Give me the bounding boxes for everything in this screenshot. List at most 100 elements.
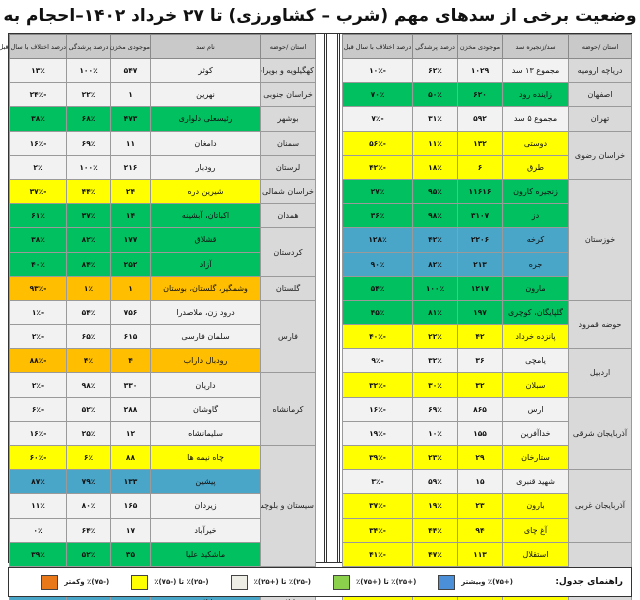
header-fill: درصد پرشدگی	[66, 34, 111, 59]
dam-name-cell: مارون	[502, 275, 569, 301]
province-cell: خراسان جنوبی	[260, 82, 316, 108]
table-row: حوضه قمرود گلپایگان، کوچری ۱۹۷ ۸۱٪ ۴۵٪	[342, 299, 632, 350]
right-dams-table: استان /حوضه سد/زنجیره سد موجودی مخزن درص…	[342, 34, 632, 600]
table-row: همدان اکباتان، آبشینه ۱۴ ۳۷٪ ۶۱٪	[9, 203, 316, 229]
legend-item-orange: (-۷۵)٪ وکمتر	[41, 574, 110, 590]
province-cell: اصفهان	[568, 82, 632, 108]
province-cell: کردستان	[260, 227, 316, 277]
province-cell: خراسان شمالی	[260, 178, 316, 205]
legend-item-yellow: (-۲۵)٪ تا (-۷۵)٪	[131, 574, 209, 590]
table-row: آذربایجان غربی شهید قنبری ۱۵ ۵۹٪ -۳٪	[342, 469, 632, 543]
fill-percent-cell: ۴۴٪	[412, 517, 458, 543]
fill-percent-cell: ۲۵٪	[66, 420, 111, 447]
dam-name-cell: چاه نیمه ها	[150, 444, 261, 471]
province-cell: آذربایجان شرقی	[568, 396, 632, 471]
fill-percent-cell: ۵۹٪	[412, 469, 458, 495]
fill-percent-cell: ۵۲٪	[66, 396, 111, 422]
province-cell: تهران	[568, 106, 632, 132]
province-cell: گلستان	[260, 275, 316, 301]
legend-label: (-۷۵)٪ وکمتر	[64, 578, 110, 586]
dam-name-cell: آزاد	[150, 251, 261, 277]
diff-percent-cell: -۳۴٪	[342, 517, 413, 543]
fill-percent-cell: ۱۸٪	[412, 154, 458, 180]
dam-name-cell: جره	[502, 251, 569, 277]
storage-cell: ۱۲	[110, 420, 151, 447]
table-row: لرستان رودبار ۲۱۶ ۱۰۰٪ ۲٪	[9, 154, 316, 180]
legend-label: (+۲۵)٪ تا (+۷۵)٪	[355, 578, 417, 586]
dam-name-cell: گاوشان	[150, 396, 261, 422]
fill-percent-cell: ۱۹٪	[412, 493, 458, 519]
diff-percent-cell: -۴۰٪	[342, 324, 413, 350]
fill-percent-cell: ۴۷٪	[412, 541, 458, 567]
fill-percent-cell: ۴۲٪	[412, 227, 458, 253]
table-row: مارون ۱۲۱۷ ۱۰۰٪ ۵۴٪	[342, 275, 632, 301]
header-diff: درصد اختلاف با سال قبل	[0, 34, 67, 59]
fill-percent-cell: ۴٪	[66, 348, 111, 374]
dam-name-cell: استقلال	[502, 541, 569, 567]
storage-cell: ۲۹	[457, 444, 503, 471]
dam-name-cell: شهید قنبری	[502, 469, 569, 495]
legend-label: (+۷۵)٪ وبیشتر	[461, 578, 513, 586]
diff-percent-cell: -۲۴٪	[9, 82, 67, 108]
province-cell: اردبیل	[568, 348, 632, 398]
dam-name-cell: پیشین	[150, 469, 261, 495]
diff-percent-cell: -۲٪	[9, 324, 67, 350]
diff-percent-cell: ۱۳٪	[9, 57, 67, 84]
table-row: تهران مجموع ۵ سد ۵۹۲ ۳۱٪ -۷٪	[342, 106, 632, 132]
storage-cell: ۸۸	[110, 444, 151, 471]
dam-name-cell: زاینده رود	[502, 82, 569, 108]
table-row: اردبیل یامچی ۳۶ ۳۲٪ -۹٪	[342, 348, 632, 398]
table-row: سبلان ۳۲ ۳۰٪ -۳۲٪	[342, 372, 632, 398]
dam-name-cell: رودبال داراب	[150, 348, 261, 374]
header-storage: موجودی مخزن	[457, 34, 503, 59]
table-row: پیشین ۱۳۳ ۷۹٪ ۸۷٪	[9, 469, 316, 495]
dam-name-cell: مجموع ۱۳ سد	[502, 57, 569, 84]
legend-item-gray: (-۲۵)٪ تا (+۲۵)٪	[230, 574, 311, 590]
dam-name-cell: سلمان فارسی	[150, 324, 261, 350]
legend-swatch-yellow	[131, 574, 149, 590]
diff-percent-cell: -۷٪	[342, 106, 413, 132]
storage-cell: ۳۱۰۷	[457, 203, 503, 229]
fill-percent-cell: ۶۸٪	[66, 106, 111, 132]
dam-name-cell: پانزده خرداد	[502, 324, 569, 350]
province-cell: لرستان	[260, 154, 316, 180]
diff-percent-cell: -۳٪	[342, 469, 413, 495]
dam-name-cell: زیردان	[150, 493, 261, 519]
table-row: خداآفرین ۱۵۵ ۱۰٪ -۱۹٪	[342, 420, 632, 447]
left-table-body: کهگیلویه و بویراحمدکوثر۵۴۷۱۰۰٪۱۳٪خراسان …	[9, 57, 316, 600]
fill-percent-cell: ۲۳٪	[412, 444, 458, 471]
dam-name-cell: آغ چای	[502, 517, 569, 543]
fill-percent-cell: ۹۸٪	[412, 203, 458, 229]
diff-percent-cell: ۱۱٪	[9, 493, 67, 519]
storage-cell: ۴	[110, 348, 151, 374]
dam-name-cell: گلپایگان، کوچری	[502, 299, 569, 326]
diff-percent-cell: -۳۷٪	[9, 178, 67, 205]
diff-percent-cell: ۴۵٪	[342, 299, 413, 326]
diff-percent-cell: ۶۱٪	[9, 203, 67, 229]
fill-percent-cell: ۱۰۰٪	[66, 57, 111, 84]
storage-cell: ۶	[457, 154, 503, 180]
storage-cell: ۱۵۵	[457, 420, 503, 447]
dam-name-cell: وشمگیر، گلستان، بوستان	[150, 275, 261, 301]
diff-percent-cell: ۸۷٪	[9, 469, 67, 495]
table-row: سلمان فارسی ۶۱۵ ۶۵٪ -۲٪	[9, 324, 316, 350]
right-table-header: استان /حوضه سد/زنجیره سد موجودی مخزن درص…	[342, 34, 632, 59]
diff-percent-cell: ۳۸٪	[9, 106, 67, 132]
fill-percent-cell: ۳۱٪	[412, 106, 458, 132]
province-cell: سیستان و بلوچستان	[260, 445, 316, 567]
dam-name-cell: شیرین دره	[150, 178, 261, 205]
diff-percent-cell: -۹٪	[342, 348, 413, 374]
storage-cell: ۱۰۲۹	[457, 57, 503, 84]
dam-name-cell: زنجیره کارون	[502, 178, 569, 205]
storage-cell: ۵۴۷	[110, 57, 151, 84]
diff-percent-cell: -۹۳٪	[9, 275, 67, 301]
diff-percent-cell: -۱۹٪	[342, 420, 413, 447]
fill-percent-cell: ۳۲٪	[412, 348, 458, 374]
storage-cell: ۲۱۳	[457, 251, 503, 277]
diff-percent-cell: ۳۹٪	[9, 541, 67, 567]
fill-percent-cell: ۹۸٪	[66, 372, 111, 398]
diff-percent-cell: -۱٪	[9, 299, 67, 326]
dams-table-container: استان /حوضه سد/زنجیره سد موجودی مخزن درص…	[0, 33, 632, 600]
storage-cell: ۱۱۳	[457, 541, 503, 567]
